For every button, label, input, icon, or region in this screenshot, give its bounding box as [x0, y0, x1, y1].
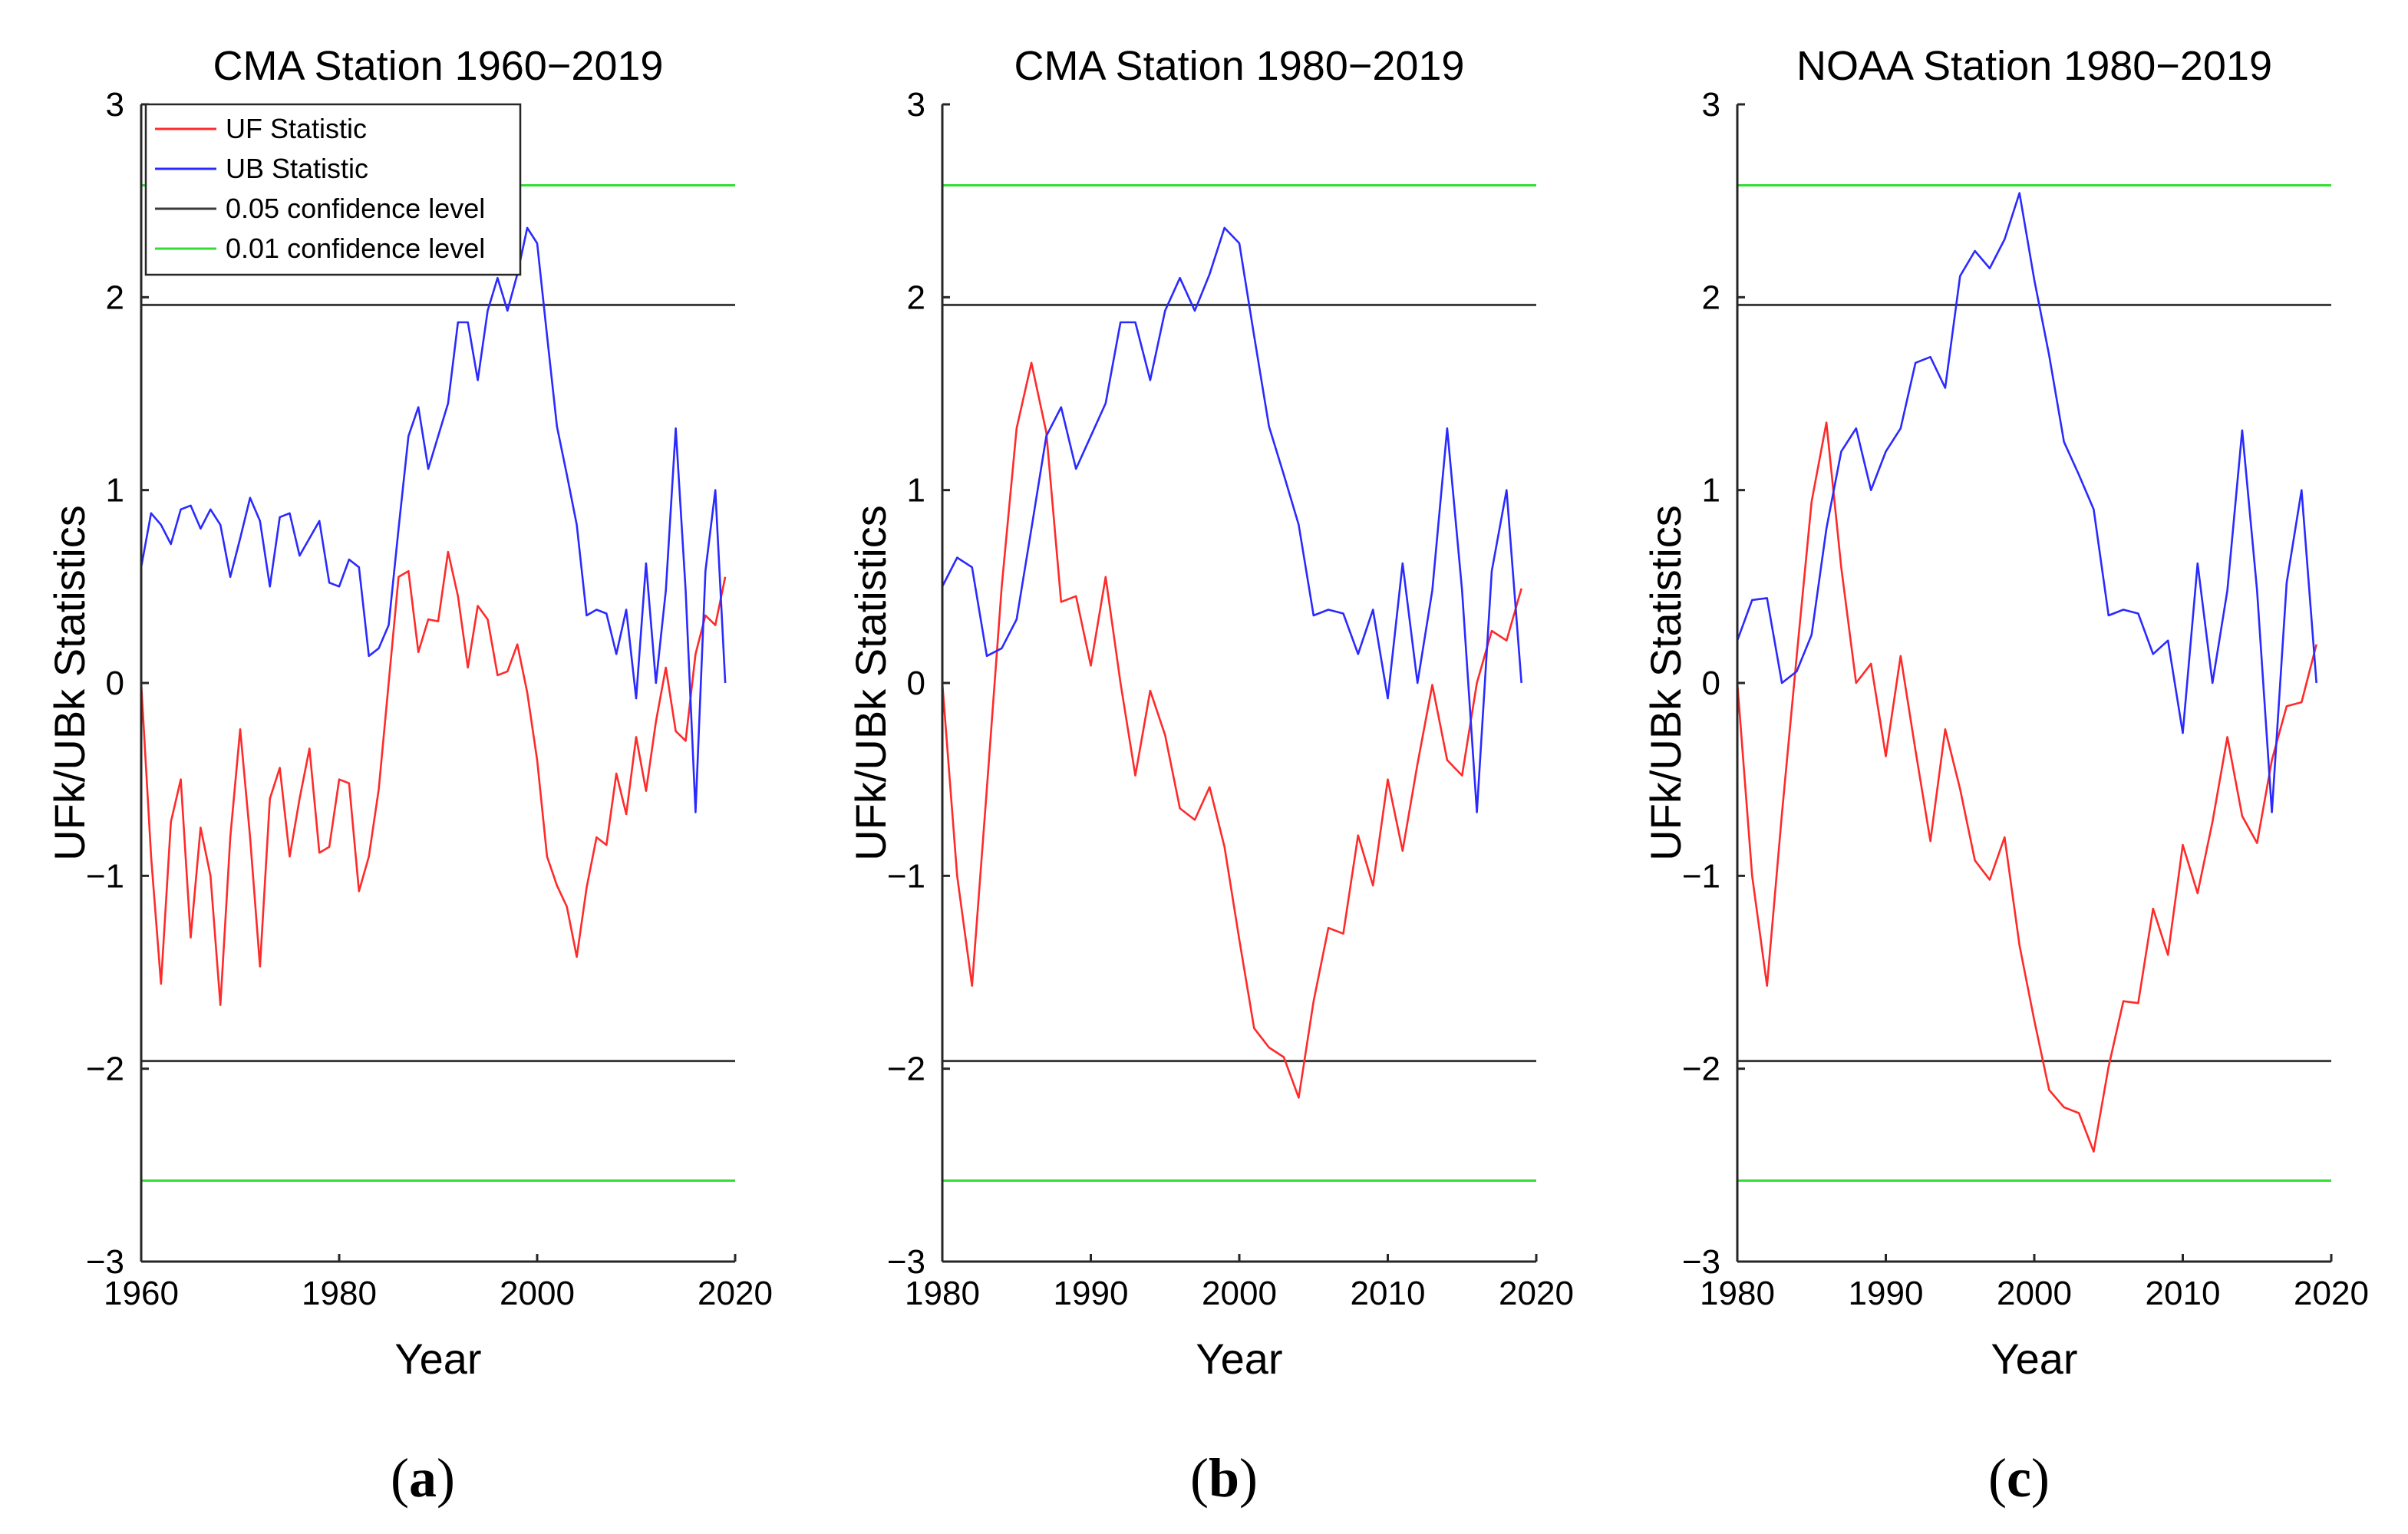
x-tick-label: 2010: [1351, 1275, 1426, 1312]
chart-panel-b: −3 −2 −1 0 1 2 3 1980 1990 2000 2010 2020 CMA Statio…: [846, 43, 1574, 1509]
x-tick-label: 2020: [698, 1275, 773, 1312]
legend-label-c01: 0.01 confidence level: [226, 233, 485, 264]
chart-title: CMA Station 1980−2019: [1014, 43, 1465, 89]
chart-title: CMA Station 1960−2019: [213, 43, 664, 89]
uf-series-line: [140, 550, 727, 1006]
x-tick-label: 1980: [1700, 1275, 1775, 1312]
x-tick-label: 2010: [2146, 1275, 2221, 1312]
chart-panel-a: −3 −2 −1 0 1 2 3 1960 1980 2000 2020 CMA Station 19…: [45, 43, 773, 1509]
legend-label-c05: 0.05 confidence level: [226, 193, 485, 224]
y-tick-label: 0: [106, 665, 124, 702]
x-tick-label: 1960: [104, 1275, 179, 1312]
x-tick-label: 1990: [1054, 1275, 1129, 1312]
chart-title: NOAA Station 1980−2019: [1796, 43, 2272, 89]
y-tick-label: −1: [1682, 857, 1720, 895]
x-tick-label: 1980: [302, 1275, 377, 1312]
x-axis-label: Year: [1991, 1334, 2077, 1383]
x-tick-label: 1980: [905, 1275, 980, 1312]
legend-label-ub: UB Statistic: [226, 153, 368, 184]
y-tick-label: −1: [86, 857, 124, 895]
legend: UF Statistic UB Statistic 0.05 confidence …: [144, 103, 522, 276]
y-tick-label: 0: [1702, 665, 1720, 702]
y-tick-label: −3: [1682, 1243, 1720, 1281]
legend-label-uf: UF Statistic: [226, 113, 367, 144]
y-tick-label: 2: [907, 279, 925, 316]
x-tick-label: 2020: [2294, 1275, 2369, 1312]
y-axis-label: UFk/UBk Statistics: [45, 505, 94, 861]
x-tick-label: 1990: [1849, 1275, 1924, 1312]
ub-series-line: [1736, 192, 2317, 813]
y-tick-label: −3: [86, 1243, 124, 1281]
y-tick-label: −3: [887, 1243, 925, 1281]
x-tick-label: 2000: [1202, 1275, 1277, 1312]
y-tick-label: 2: [106, 279, 124, 316]
panel-label: (b): [1190, 1447, 1258, 1509]
y-tick-label: 3: [1702, 86, 1720, 124]
y-tick-label: 0: [907, 665, 925, 702]
y-tick-label: 1: [907, 472, 925, 510]
x-tick-label: 2020: [1499, 1275, 1574, 1312]
y-tick-label: 1: [106, 472, 124, 510]
y-axis-label: UFk/UBk Statistics: [846, 505, 895, 861]
chart-panel-c: −3 −2 −1 0 1 2 3 1980 1990 2000 2010 2020 NOAA Stati…: [1641, 43, 2369, 1509]
panel-label: (c): [1988, 1447, 2050, 1509]
x-axis-label: Year: [394, 1334, 481, 1383]
x-tick-label: 2000: [500, 1275, 575, 1312]
x-axis-label: Year: [1196, 1334, 1282, 1383]
uf-series-line: [1736, 421, 2317, 1153]
y-tick-label: 2: [1702, 279, 1720, 316]
y-tick-label: −1: [887, 857, 925, 895]
y-tick-label: −2: [1682, 1051, 1720, 1088]
y-tick-label: 1: [1702, 472, 1720, 510]
uf-series-line: [941, 361, 1522, 1099]
y-axis-label: UFk/UBk Statistics: [1641, 505, 1690, 861]
legend-box: [144, 103, 522, 276]
ub-series-line: [941, 226, 1522, 813]
y-tick-label: −2: [887, 1051, 925, 1088]
panel-label: (a): [391, 1447, 455, 1509]
y-tick-label: 3: [106, 86, 124, 124]
ub-series-line: [140, 226, 727, 813]
x-tick-label: 2000: [1997, 1275, 2072, 1312]
y-tick-label: −2: [86, 1051, 124, 1088]
y-tick-label: 3: [907, 86, 925, 124]
